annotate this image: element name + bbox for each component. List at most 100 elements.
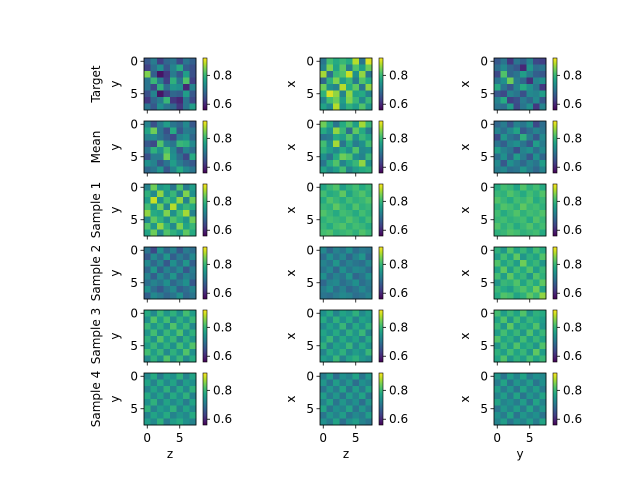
- heatmap-cell: [513, 64, 521, 72]
- heatmap-cell: [157, 329, 164, 337]
- heatmap-cell: [163, 392, 171, 400]
- heatmap-cell: [189, 103, 197, 111]
- heatmap-cell: [346, 253, 353, 261]
- heatmap-cell: [176, 147, 184, 154]
- heatmap-cell: [150, 349, 158, 356]
- heatmap-cell: [533, 342, 540, 350]
- heatmap-cell: [320, 84, 327, 91]
- heatmap-cell: [359, 260, 366, 267]
- heatmap-cell: [326, 399, 334, 406]
- heatmap-cell: [539, 310, 547, 317]
- heatmap-cell: [359, 203, 366, 211]
- heatmap-cell: [150, 399, 158, 406]
- heatmap-cell: [533, 140, 540, 148]
- heatmap-cell: [533, 405, 540, 413]
- heatmap-cell: [339, 77, 347, 85]
- heatmap-cell: [320, 71, 327, 78]
- heatmap-cell: [539, 77, 547, 85]
- heatmap-cell: [533, 203, 540, 211]
- heatmap-cell: [346, 127, 353, 135]
- heatmap-cell: [320, 323, 327, 330]
- heatmap-cell: [339, 223, 347, 230]
- heatmap-cell: [533, 329, 540, 337]
- heatmap-cell: [365, 190, 373, 198]
- heatmap-cell: [526, 253, 534, 261]
- heatmap-cell: [320, 247, 327, 254]
- heatmap-cell: [170, 342, 177, 350]
- heatmap-cell: [352, 273, 360, 280]
- heatmap-cell: [144, 203, 151, 211]
- heatmap-cell: [533, 223, 540, 230]
- heatmap-cell: [176, 223, 184, 230]
- heatmap-cell: [365, 197, 373, 204]
- colorbar-tick-label: 0.6: [213, 349, 232, 363]
- heatmap-cell: [513, 310, 521, 317]
- heatmap-cell: [520, 399, 527, 406]
- heatmap-cell: [539, 373, 547, 380]
- heatmap-cell: [333, 71, 340, 78]
- heatmap-cell: [150, 323, 158, 330]
- heatmap-cell: [183, 329, 190, 337]
- heatmap-cell: [533, 253, 540, 261]
- heatmap-cell: [176, 184, 184, 191]
- heatmap-cell: [359, 336, 366, 343]
- y-axis-label: x: [284, 206, 298, 213]
- heatmap-cell: [176, 134, 184, 141]
- heatmap-cell: [494, 97, 501, 104]
- heatmap-cell: [144, 190, 151, 198]
- heatmap-cell: [352, 197, 360, 204]
- heatmap-cell: [150, 266, 158, 274]
- heatmap-cell: [170, 355, 177, 363]
- heatmap-cell: [189, 279, 197, 287]
- heatmap-cell: [533, 379, 540, 387]
- heatmap-cell: [500, 103, 508, 111]
- heatmap-cell: [170, 147, 177, 154]
- heatmap-cell: [189, 84, 197, 91]
- heatmap-cell: [352, 140, 360, 148]
- y-axis-label: x: [458, 269, 472, 276]
- heatmap-cell: [326, 210, 334, 217]
- heatmap-cell: [189, 229, 197, 237]
- panels-grid: 05yTarget0.60.805x0.60.805x0.60.805yMean…: [89, 54, 582, 461]
- heatmap-cell: [170, 286, 177, 293]
- heatmap-cell: [163, 216, 171, 224]
- heatmap-cell: [346, 184, 353, 191]
- heatmap-cell: [494, 418, 501, 426]
- heatmap-cell: [526, 160, 534, 167]
- heatmap-cell: [520, 147, 527, 154]
- heatmap-cell: [163, 253, 171, 261]
- heatmap-cell: [533, 386, 540, 393]
- heatmap-cell: [346, 84, 353, 91]
- heatmap-cell: [507, 210, 514, 217]
- heatmap-cell: [500, 223, 508, 230]
- heatmap-cell: [539, 392, 547, 400]
- heatmap-cell: [163, 405, 171, 413]
- heatmap-cell: [170, 229, 177, 237]
- y-tick-label: 5: [306, 339, 314, 353]
- heatmap-cell: [533, 127, 540, 135]
- heatmap-cell: [533, 147, 540, 154]
- heatmap-cell: [346, 379, 353, 387]
- heatmap-cell: [326, 329, 334, 337]
- heatmap-cell: [520, 373, 527, 380]
- heatmap-cell: [352, 166, 360, 174]
- heatmap-cell: [189, 127, 197, 135]
- heatmap-cell: [539, 58, 547, 65]
- heatmap-cell: [150, 134, 158, 141]
- heatmap-cell: [163, 260, 171, 267]
- heatmap-cell: [170, 373, 177, 380]
- heatmap-cell: [150, 147, 158, 154]
- heatmap-cell: [494, 229, 501, 237]
- heatmap-cell: [346, 323, 353, 330]
- heatmap-cell: [326, 247, 334, 254]
- heatmap-cell: [526, 84, 534, 91]
- heatmap-cell: [339, 64, 347, 72]
- heatmap-cell: [346, 405, 353, 413]
- heatmap-cell: [176, 379, 184, 387]
- heatmap-cell: [144, 418, 151, 426]
- heatmap-cell: [189, 58, 197, 65]
- heatmap-cell: [170, 223, 177, 230]
- heatmap-cell: [170, 323, 177, 330]
- heatmap-cell: [326, 147, 334, 154]
- heatmap-cell: [539, 127, 547, 135]
